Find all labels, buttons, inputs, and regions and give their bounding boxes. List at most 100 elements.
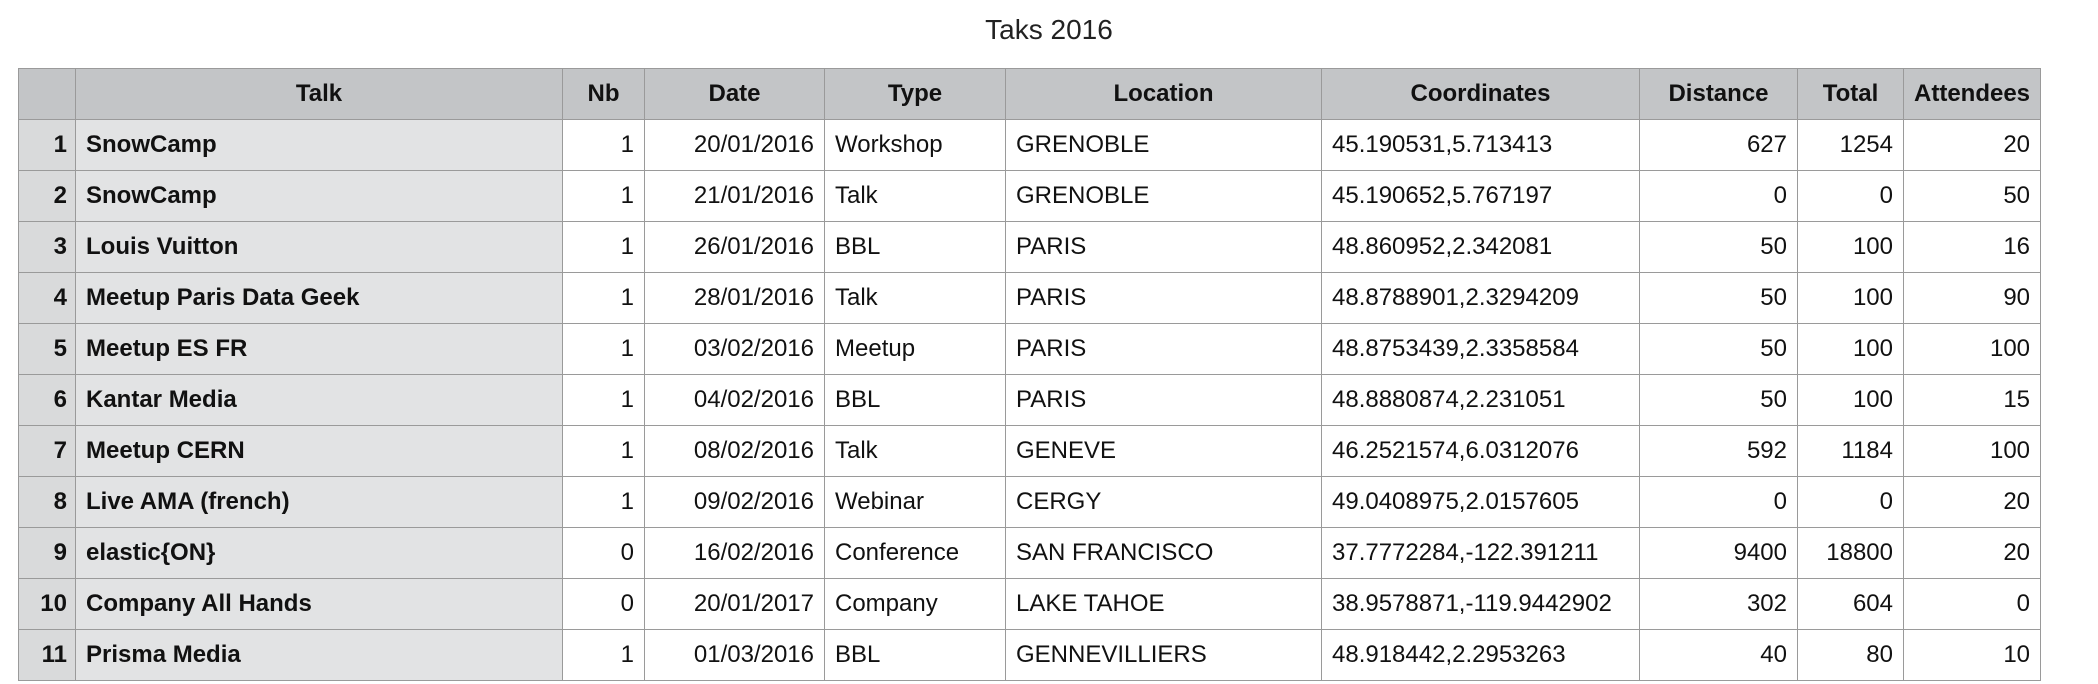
row-number-cell[interactable]: 1 <box>18 119 76 171</box>
distance-cell[interactable]: 0 <box>1639 170 1798 222</box>
table-row[interactable]: 4 Meetup Paris Data Geek 1 28/01/2016 Talk PA… <box>18 272 2042 324</box>
total-cell[interactable]: 100 <box>1797 374 1904 426</box>
type-cell[interactable]: Webinar <box>824 476 1006 528</box>
date-cell[interactable]: 28/01/2016 <box>644 272 825 324</box>
column-header-attendees[interactable]: Attendees <box>1902 68 2042 120</box>
coordinates-cell[interactable]: 49.0408975,2.0157605 <box>1321 476 1640 528</box>
date-cell[interactable]: 01/03/2016 <box>644 629 825 681</box>
location-cell[interactable]: PARIS <box>1005 272 1322 324</box>
date-cell[interactable]: 21/01/2016 <box>644 170 825 222</box>
distance-cell[interactable]: 0 <box>1639 476 1798 528</box>
coordinates-cell[interactable]: 45.190531,5.713413 <box>1321 119 1640 171</box>
talk-cell[interactable]: Meetup ES FR <box>75 323 563 375</box>
coordinates-cell[interactable]: 45.190652,5.767197 <box>1321 170 1640 222</box>
date-cell[interactable]: 04/02/2016 <box>644 374 825 426</box>
table-row[interactable]: 8 Live AMA (french) 1 09/02/2016 Webinar CERG… <box>18 476 2042 528</box>
distance-cell[interactable]: 627 <box>1639 119 1798 171</box>
nb-cell[interactable]: 1 <box>562 629 645 681</box>
row-number-cell[interactable]: 7 <box>18 425 76 477</box>
date-cell[interactable]: 08/02/2016 <box>644 425 825 477</box>
date-cell[interactable]: 03/02/2016 <box>644 323 825 375</box>
attendees-cell[interactable]: 20 <box>1902 527 2042 579</box>
table-row[interactable]: 2 SnowCamp 1 21/01/2016 Talk GRENOBLE 45.19065… <box>18 170 2042 222</box>
talk-cell[interactable]: Louis Vuitton <box>75 221 563 273</box>
type-cell[interactable]: Talk <box>824 272 1006 324</box>
total-cell[interactable]: 80 <box>1797 629 1904 681</box>
nb-cell[interactable]: 1 <box>562 374 645 426</box>
row-number-cell[interactable]: 11 <box>18 629 76 681</box>
type-cell[interactable]: Meetup <box>824 323 1006 375</box>
type-cell[interactable]: Talk <box>824 170 1006 222</box>
nb-cell[interactable]: 1 <box>562 170 645 222</box>
coordinates-cell[interactable]: 48.8788901,2.3294209 <box>1321 272 1640 324</box>
row-number-cell[interactable]: 6 <box>18 374 76 426</box>
column-header-coordinates[interactable]: Coordinates <box>1321 68 1640 120</box>
talk-cell[interactable]: elastic{ON} <box>75 527 563 579</box>
nb-cell[interactable]: 1 <box>562 221 645 273</box>
coordinates-cell[interactable]: 48.8880874,2.231051 <box>1321 374 1640 426</box>
column-header-index[interactable] <box>18 68 76 120</box>
total-cell[interactable]: 18800 <box>1797 527 1904 579</box>
distance-cell[interactable]: 592 <box>1639 425 1798 477</box>
talk-cell[interactable]: SnowCamp <box>75 170 563 222</box>
total-cell[interactable]: 1184 <box>1797 425 1904 477</box>
nb-cell[interactable]: 1 <box>562 425 645 477</box>
type-cell[interactable]: BBL <box>824 374 1006 426</box>
row-number-cell[interactable]: 2 <box>18 170 76 222</box>
table-row[interactable]: 6 Kantar Media 1 04/02/2016 BBL PARIS 48.88808… <box>18 374 2042 426</box>
column-header-date[interactable]: Date <box>644 68 825 120</box>
date-cell[interactable]: 20/01/2016 <box>644 119 825 171</box>
distance-cell[interactable]: 9400 <box>1639 527 1798 579</box>
attendees-cell[interactable]: 20 <box>1902 476 2042 528</box>
type-cell[interactable]: Conference <box>824 527 1006 579</box>
talk-cell[interactable]: Company All Hands <box>75 578 563 630</box>
total-cell[interactable]: 0 <box>1797 170 1904 222</box>
coordinates-cell[interactable]: 48.8753439,2.3358584 <box>1321 323 1640 375</box>
date-cell[interactable]: 26/01/2016 <box>644 221 825 273</box>
nb-cell[interactable]: 1 <box>562 119 645 171</box>
location-cell[interactable]: LAKE TAHOE <box>1005 578 1322 630</box>
type-cell[interactable]: Talk <box>824 425 1006 477</box>
row-number-cell[interactable]: 3 <box>18 221 76 273</box>
total-cell[interactable]: 100 <box>1797 323 1904 375</box>
attendees-cell[interactable]: 10 <box>1902 629 2042 681</box>
location-cell[interactable]: PARIS <box>1005 374 1322 426</box>
nb-cell[interactable]: 0 <box>562 527 645 579</box>
distance-cell[interactable]: 40 <box>1639 629 1798 681</box>
attendees-cell[interactable]: 100 <box>1902 425 2042 477</box>
talk-cell[interactable]: Meetup Paris Data Geek <box>75 272 563 324</box>
date-cell[interactable]: 09/02/2016 <box>644 476 825 528</box>
attendees-cell[interactable]: 0 <box>1902 578 2042 630</box>
coordinates-cell[interactable]: 37.7772284,-122.391211 <box>1321 527 1640 579</box>
table-row[interactable]: 10 Company All Hands 0 20/01/2017 Company LAK… <box>18 578 2042 630</box>
nb-cell[interactable]: 0 <box>562 578 645 630</box>
row-number-cell[interactable]: 5 <box>18 323 76 375</box>
talk-cell[interactable]: Kantar Media <box>75 374 563 426</box>
column-header-distance[interactable]: Distance <box>1639 68 1798 120</box>
coordinates-cell[interactable]: 38.9578871,-119.9442902 <box>1321 578 1640 630</box>
attendees-cell[interactable]: 50 <box>1902 170 2042 222</box>
type-cell[interactable]: Workshop <box>824 119 1006 171</box>
location-cell[interactable]: GRENOBLE <box>1005 170 1322 222</box>
location-cell[interactable]: PARIS <box>1005 323 1322 375</box>
location-cell[interactable]: GENNEVILLIERS <box>1005 629 1322 681</box>
column-header-talk[interactable]: Talk <box>75 68 563 120</box>
row-number-cell[interactable]: 4 <box>18 272 76 324</box>
table-row[interactable]: 11 Prisma Media 1 01/03/2016 BBL GENNEVILLIER… <box>18 629 2042 681</box>
column-header-type[interactable]: Type <box>824 68 1006 120</box>
column-header-location[interactable]: Location <box>1005 68 1322 120</box>
column-header-nb[interactable]: Nb <box>562 68 645 120</box>
type-cell[interactable]: Company <box>824 578 1006 630</box>
type-cell[interactable]: BBL <box>824 629 1006 681</box>
total-cell[interactable]: 1254 <box>1797 119 1904 171</box>
attendees-cell[interactable]: 20 <box>1902 119 2042 171</box>
talk-cell[interactable]: SnowCamp <box>75 119 563 171</box>
location-cell[interactable]: GENEVE <box>1005 425 1322 477</box>
coordinates-cell[interactable]: 46.2521574,6.0312076 <box>1321 425 1640 477</box>
distance-cell[interactable]: 50 <box>1639 221 1798 273</box>
table-row[interactable]: 5 Meetup ES FR 1 03/02/2016 Meetup PARIS 48.87… <box>18 323 2042 375</box>
table-row[interactable]: 1 SnowCamp 1 20/01/2016 Workshop GRENOBLE 45.1… <box>18 119 2042 171</box>
talk-cell[interactable]: Live AMA (french) <box>75 476 563 528</box>
date-cell[interactable]: 16/02/2016 <box>644 527 825 579</box>
total-cell[interactable]: 100 <box>1797 272 1904 324</box>
